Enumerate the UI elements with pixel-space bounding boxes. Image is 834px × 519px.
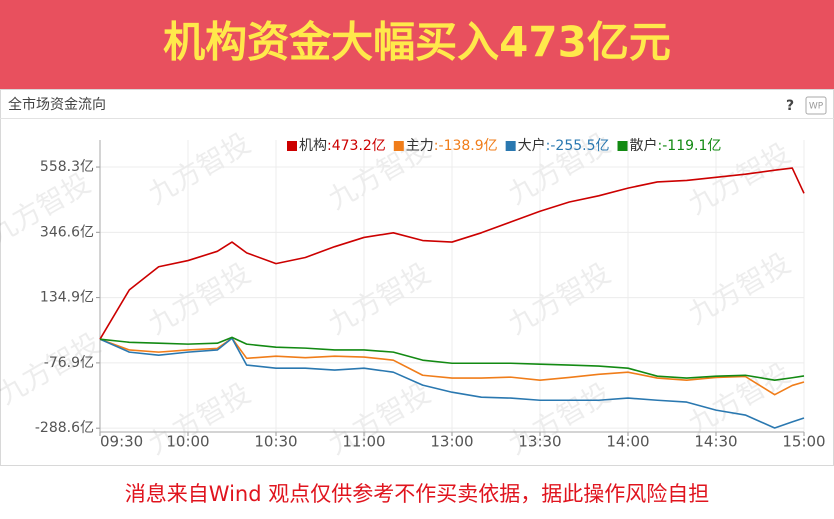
banner: [0, 0, 834, 89]
legend-value: :-255.5亿: [546, 138, 610, 154]
y-tick-label: -76.9亿: [44, 355, 94, 371]
banner-title: 机构资金大幅买入473亿元: [163, 18, 671, 67]
wp-icon[interactable]: WP: [809, 102, 824, 112]
x-tick-label: 09:30: [100, 433, 143, 451]
legend-swatch: [617, 141, 628, 151]
legend-swatch: [287, 141, 297, 151]
legend-name: 散户: [630, 137, 658, 154]
plot: 558.3亿 346.6亿 134.9亿 -76.9亿 -288.6亿 09:30 10:0…: [35, 137, 826, 451]
help-icon[interactable]: ?: [786, 98, 794, 114]
panel-title: 全市场资金流向: [8, 96, 106, 113]
legend-swatch: [505, 141, 516, 151]
series-line: [99, 337, 805, 396]
series-line: [99, 167, 805, 340]
series-line: [99, 336, 805, 381]
legend-swatch: [393, 141, 404, 151]
x-tick-label: 15:00: [782, 433, 825, 451]
x-tick-label: 14:00: [606, 433, 649, 451]
x-tick-label: 13:00: [430, 433, 473, 451]
y-tick-label: 134.9亿: [40, 290, 94, 306]
x-tick-label: 13:30: [518, 433, 561, 451]
legend-value: :473.2亿: [327, 138, 386, 154]
x-tick-label: 10:30: [254, 433, 297, 451]
y-tick-label: 346.6亿: [40, 224, 94, 240]
y-tick-label: 558.3亿: [40, 159, 94, 175]
legend-name: 主力: [406, 138, 434, 154]
x-tick-label: 10:00: [166, 433, 209, 451]
series-line: [99, 337, 805, 429]
legend-name: 大户: [518, 137, 546, 154]
wp-icon-frame[interactable]: [805, 96, 827, 115]
panel: [0, 89, 834, 466]
x-tick-label: 11:00: [342, 433, 385, 451]
footer-text: 消息来自Wind 观点仅供参考不作买卖依据，据此操作风险自担: [125, 482, 709, 506]
legend-value: :-138.9亿: [434, 138, 498, 154]
y-tick-label: -288.6亿: [35, 420, 94, 436]
legend-name: 机构: [299, 138, 327, 154]
x-tick-label: 14:30: [694, 433, 737, 451]
legend-value: :-119.1亿: [658, 138, 722, 154]
